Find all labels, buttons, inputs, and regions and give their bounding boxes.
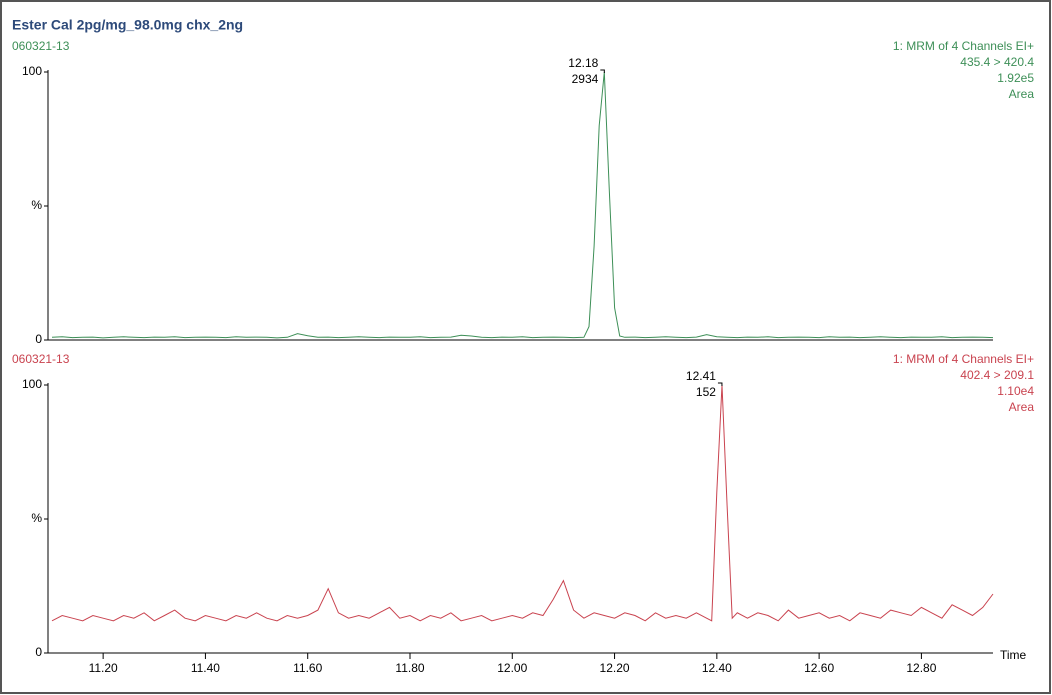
x-tick-label: 12.60	[804, 661, 834, 675]
trace-info: 1: MRM of 4 Channels EI+	[893, 39, 1034, 53]
x-tick-label: 12.20	[600, 661, 630, 675]
x-tick-label: 12.00	[497, 661, 527, 675]
x-tick-label: 12.80	[906, 661, 936, 675]
sample-id: 060321-13	[12, 39, 70, 53]
trace-info: 1: MRM of 4 Channels EI+	[893, 352, 1034, 366]
peak-bracket	[717, 382, 723, 386]
y-tick-label: 100	[22, 64, 42, 78]
trace-info: 1.10e4	[997, 384, 1034, 398]
peak-bracket	[600, 69, 605, 73]
trace-info: 1.92e5	[997, 71, 1034, 85]
x-tick-label: 11.80	[395, 661, 424, 675]
y-tick-label: 100	[22, 377, 42, 391]
peak-time: 12.18	[568, 56, 598, 70]
x-tick-label: 11.20	[89, 661, 118, 675]
y-tick-label: 0	[35, 332, 42, 346]
peak-time: 12.41	[686, 369, 716, 383]
trace-info: Area	[1009, 400, 1035, 414]
x-axis-label: Time	[1000, 648, 1027, 662]
x-tick-label: 11.40	[191, 661, 220, 675]
y-tick-label: 0	[35, 645, 42, 659]
window-title: Ester Cal 2pg/mg_98.0mg chx_2ng	[12, 17, 243, 33]
x-tick-label: 11.60	[293, 661, 322, 675]
trace-line	[51, 384, 994, 622]
sample-id: 060321-13	[12, 352, 70, 366]
peak-area: 2934	[572, 72, 599, 86]
trace-info: Area	[1009, 87, 1035, 101]
peak-area: 152	[696, 385, 716, 399]
trace-info: 435.4 > 420.4	[960, 55, 1034, 69]
trace-info: 402.4 > 209.1	[960, 368, 1034, 382]
y-tick-label: %	[31, 198, 42, 212]
y-tick-label: %	[31, 511, 42, 525]
trace-line	[51, 71, 994, 339]
x-tick-label: 12.40	[702, 661, 732, 675]
